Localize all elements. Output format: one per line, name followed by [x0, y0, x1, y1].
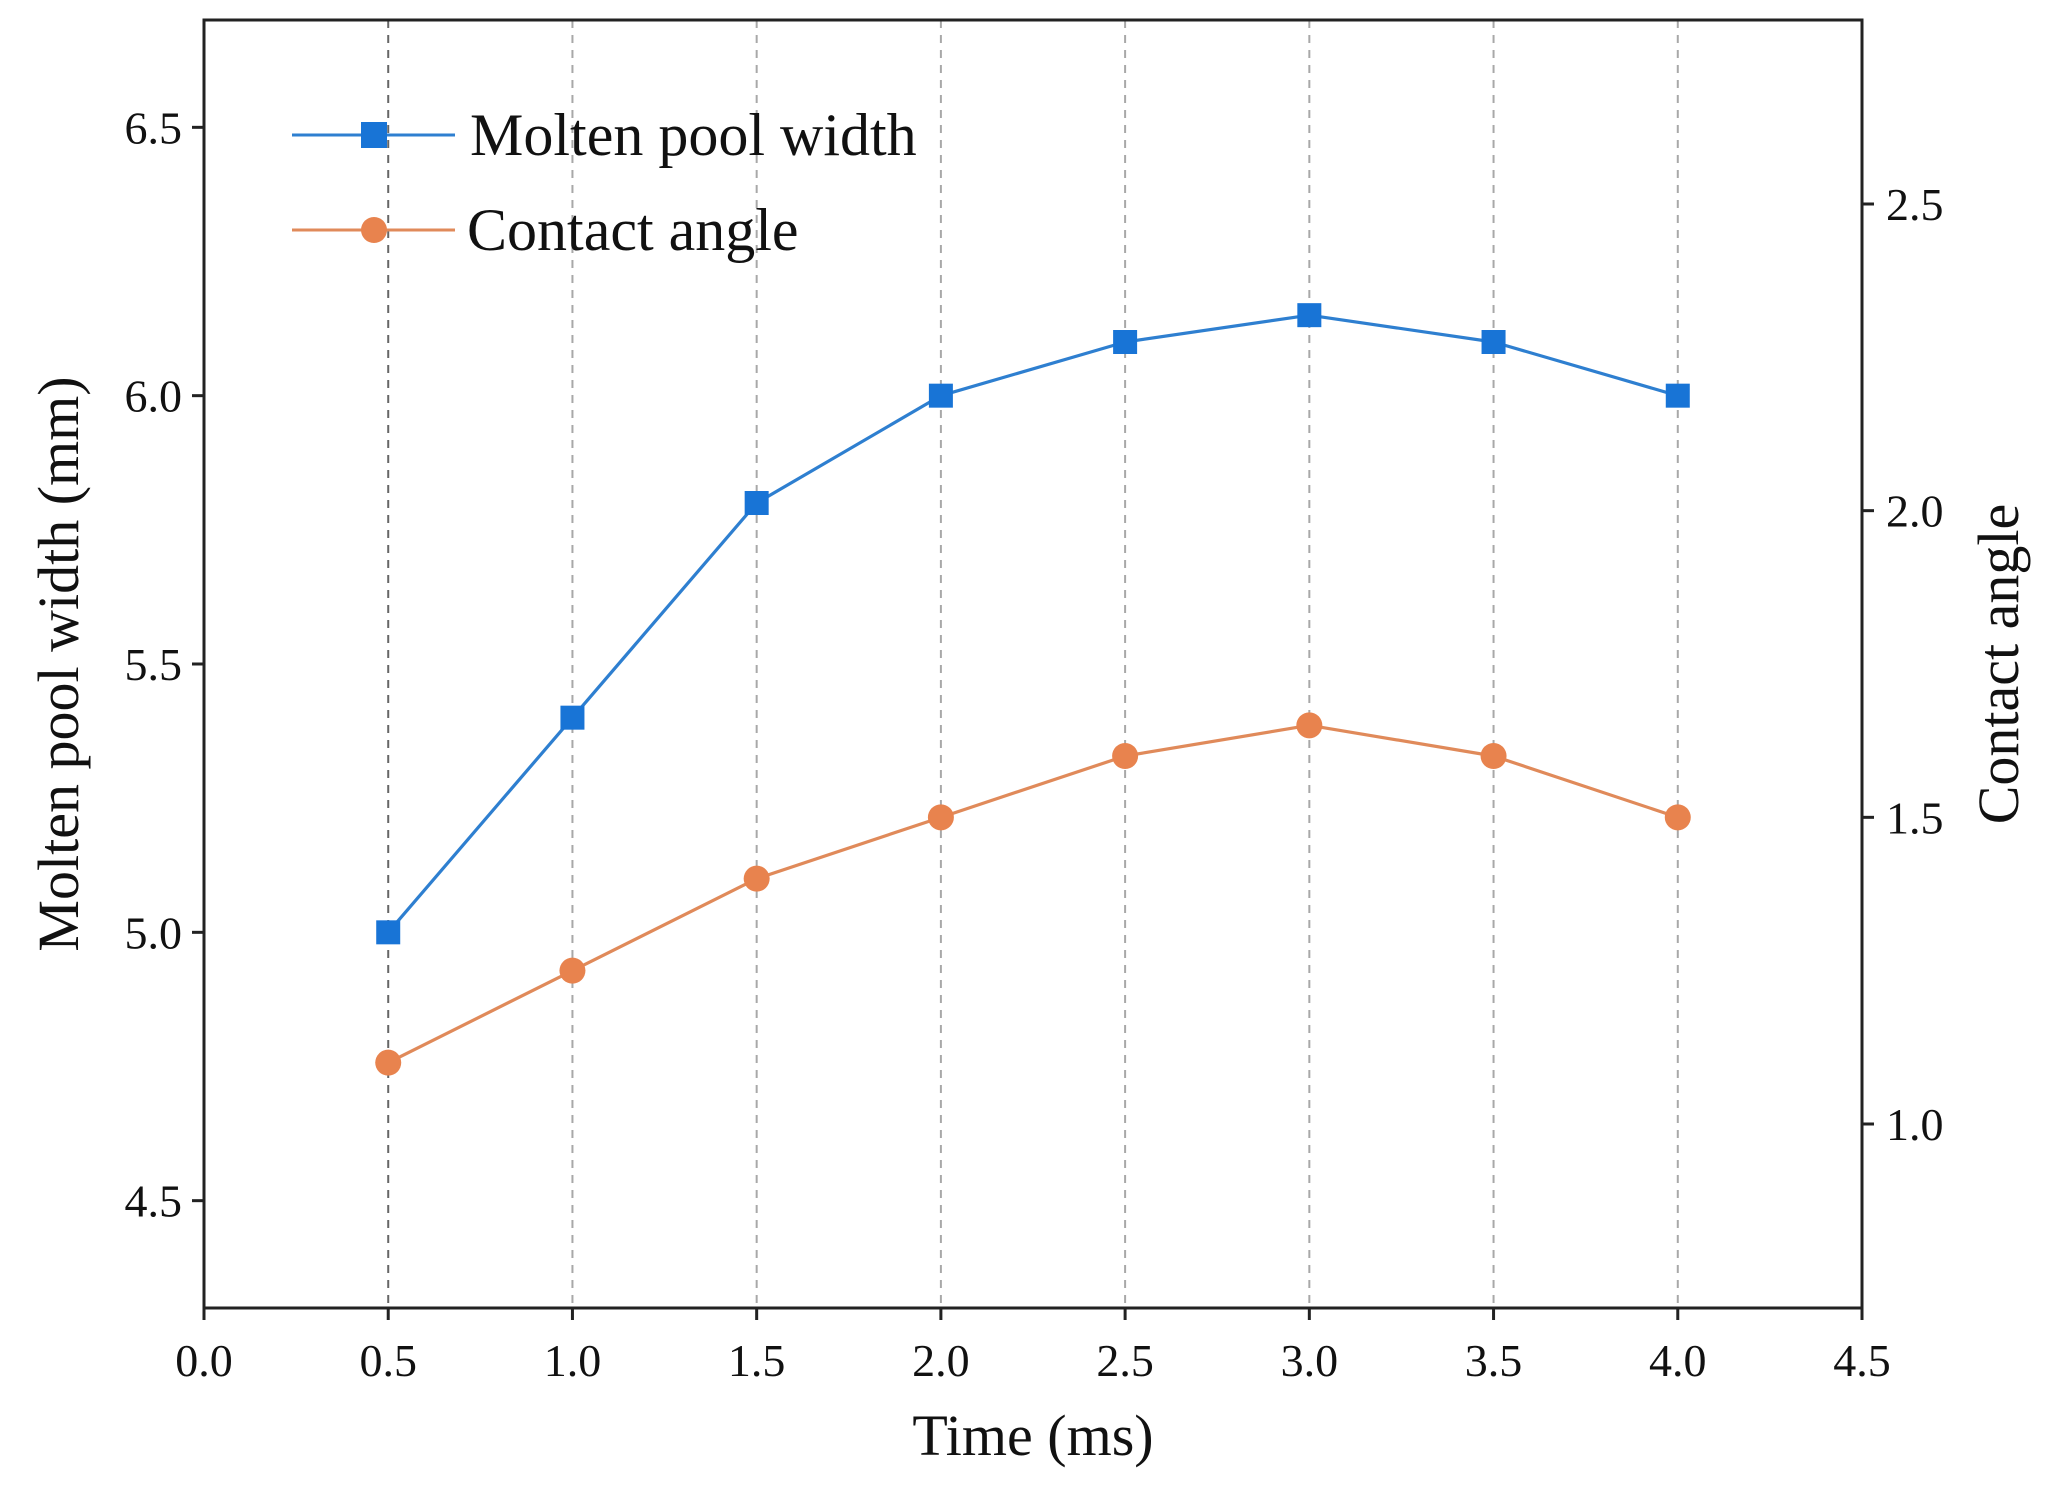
data-point-angle: [1664, 804, 1691, 831]
data-point-angle: [559, 957, 586, 984]
data-point-angle: [1296, 712, 1323, 739]
x-tick-label: 4.0: [1649, 1335, 1707, 1386]
x-tick-label: 0.0: [175, 1335, 233, 1386]
data-point-width: [928, 383, 953, 408]
x-tick-label: 2.0: [912, 1335, 970, 1386]
x-axis-title: Time (ms): [912, 1403, 1153, 1468]
x-tick-label: 3.5: [1465, 1335, 1523, 1386]
x-tick-label: 0.5: [359, 1335, 417, 1386]
x-tick-label: 3.0: [1281, 1335, 1339, 1386]
x-tick-label: 1.0: [544, 1335, 602, 1386]
y2-tick-label: 2.5: [1886, 179, 1944, 230]
series-layer: [375, 303, 1691, 1076]
y2-axis-title: Contact angle: [1966, 504, 2031, 825]
y2-tick-label: 1.0: [1886, 1099, 1944, 1150]
y-tick-label: 6.5: [125, 102, 183, 153]
data-point-width: [744, 491, 769, 515]
data-point-angle: [743, 865, 770, 892]
x-tick-label: 4.5: [1833, 1335, 1891, 1386]
y-tick-label: 6.0: [125, 371, 183, 422]
legend-angle-label: Contact angle: [467, 197, 799, 263]
legend-width-label: Molten pool width: [470, 102, 917, 168]
data-point-angle: [927, 804, 954, 831]
series-line-angle: [387, 723, 1679, 1065]
legend: Molten pool width Contact angle: [292, 102, 917, 263]
y-axis-title: Molten pool width (mm): [26, 376, 91, 951]
data-point-angle: [1112, 743, 1139, 769]
y-tick-label: 4.5: [125, 1176, 183, 1227]
y2-tick-label: 1.5: [1886, 792, 1944, 843]
series-line-width: [387, 313, 1679, 934]
data-point-width: [1113, 330, 1138, 354]
legend-width-marker: [361, 122, 387, 148]
y-tick-label: 5.5: [125, 639, 183, 690]
x-tick-label: 2.5: [1096, 1335, 1154, 1386]
data-point-angle: [375, 1049, 402, 1076]
data-point-width: [1665, 383, 1690, 408]
axis-ticks: 0.0 0.5 1.0 1.5 2.0 2.5 3.0 3.5 4.0 4.5 4.5 5.0 5.5 6…: [125, 102, 1944, 1386]
data-point-width: [560, 705, 585, 730]
y2-tick-label: 2.0: [1886, 486, 1944, 537]
data-point-angle: [1480, 743, 1507, 769]
data-point-width: [376, 920, 401, 945]
legend-angle-marker: [361, 217, 387, 243]
grid-lines: [387, 20, 1679, 1308]
data-point-width: [1481, 330, 1506, 354]
data-point-width: [1297, 303, 1322, 328]
y-tick-label: 5.0: [125, 907, 183, 958]
x-tick-label: 1.5: [728, 1335, 786, 1386]
